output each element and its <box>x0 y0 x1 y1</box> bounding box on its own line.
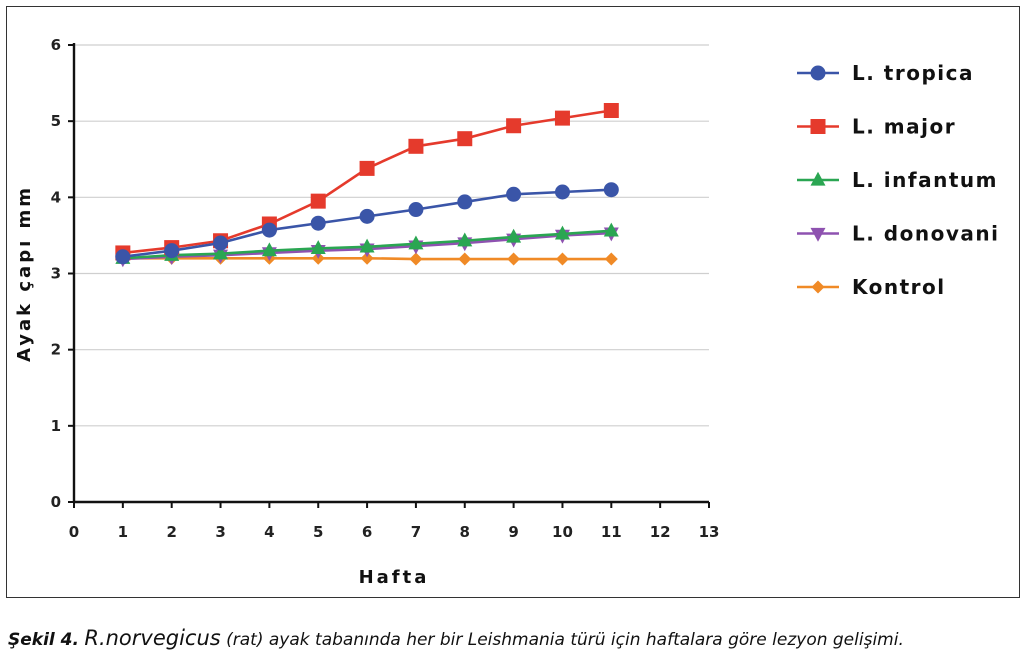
legend-label: L. tropica <box>852 61 974 85</box>
legend-item: L. tropica <box>797 61 974 85</box>
x-tick-label: 5 <box>313 523 323 541</box>
data-point <box>810 65 826 81</box>
series-line <box>122 109 612 255</box>
legend-item: Kontrol <box>797 275 946 299</box>
data-point <box>408 235 424 250</box>
x-tick-label: 7 <box>411 523 421 541</box>
x-tick-label: 1 <box>118 523 128 541</box>
x-tick-labels: 0 1 2 3 4 5 6 7 8 9 10 11 12 13 <box>69 502 720 541</box>
y-tick-label: 3 <box>51 265 61 283</box>
x-tick-label: 0 <box>69 523 79 541</box>
legend-label: L. major <box>852 115 956 139</box>
legend-label: L. donovani <box>852 222 999 246</box>
data-point <box>603 222 619 237</box>
series-l-tropica <box>115 182 619 265</box>
data-point <box>213 245 229 260</box>
y-tick-label: 5 <box>51 112 61 130</box>
legend-label: Kontrol <box>852 275 946 299</box>
data-point <box>310 215 326 231</box>
data-point <box>310 193 326 209</box>
y-tick-label: 2 <box>51 341 61 359</box>
data-point <box>164 243 180 259</box>
data-point <box>360 251 374 265</box>
data-point <box>310 240 326 254</box>
data-point <box>555 252 569 266</box>
x-tick-label: 8 <box>460 523 470 541</box>
y-tick-label: 1 <box>51 417 61 435</box>
data-point <box>811 280 825 294</box>
data-point <box>359 160 375 176</box>
y-tick-label: 4 <box>51 188 61 206</box>
data-point <box>457 232 473 247</box>
data-point <box>506 118 522 134</box>
x-tick-label: 2 <box>166 523 176 541</box>
data-point <box>554 110 570 126</box>
data-point <box>115 249 131 265</box>
y-tick-label: 0 <box>51 493 61 511</box>
x-tick-label: 13 <box>699 523 720 541</box>
data-point <box>554 184 570 200</box>
data-point <box>506 228 522 243</box>
caption-species: R.norvegicus <box>84 626 221 650</box>
y-axis-title: Ayak çapı mm <box>14 185 35 362</box>
data-point <box>408 202 424 218</box>
data-point <box>409 252 423 266</box>
x-tick-label: 9 <box>508 523 518 541</box>
gridlines <box>74 44 709 427</box>
x-tick-label: 10 <box>552 523 573 541</box>
x-axis-title: Hafta <box>359 567 430 588</box>
data-point <box>359 208 375 224</box>
x-tick-label: 12 <box>650 523 671 541</box>
legend-item: L. infantum <box>797 168 998 192</box>
figure-caption: Şekil 4. R.norvegicus (rat) ayak tabanın… <box>8 626 904 650</box>
x-tick-label: 11 <box>601 523 622 541</box>
y-tick-label: 6 <box>51 36 61 54</box>
data-point <box>507 252 521 266</box>
x-tick-label: 4 <box>264 523 274 541</box>
data-point <box>810 119 826 134</box>
legend-item: L. donovani <box>797 222 999 246</box>
data-point <box>457 194 473 210</box>
legend: L. tropica L. major L. infantum L. donovani… <box>797 61 999 299</box>
data-point <box>603 103 619 119</box>
data-point <box>458 252 472 266</box>
y-tick-labels: 0 1 2 3 4 5 6 <box>51 36 74 511</box>
data-point <box>457 131 473 147</box>
data-point <box>604 252 618 266</box>
legend-label: L. infantum <box>852 168 998 192</box>
data-point <box>359 238 375 253</box>
legend-item: L. major <box>797 115 956 139</box>
data-point <box>554 225 570 240</box>
data-point <box>261 242 277 257</box>
caption-label: Şekil 4. <box>8 630 79 650</box>
data-point <box>213 235 229 251</box>
series-group <box>115 103 619 268</box>
caption-text: (rat) ayak tabanında her bir Leishmania … <box>226 630 904 650</box>
data-point <box>261 222 277 238</box>
data-point <box>810 227 826 242</box>
data-point <box>810 171 826 186</box>
x-tick-label: 6 <box>362 523 372 541</box>
data-point <box>506 186 522 202</box>
data-point <box>603 182 619 198</box>
data-point <box>408 138 424 154</box>
x-tick-label: 3 <box>215 523 225 541</box>
